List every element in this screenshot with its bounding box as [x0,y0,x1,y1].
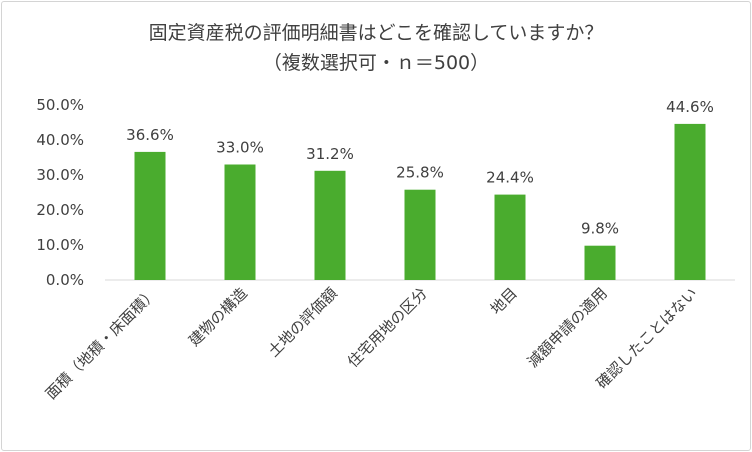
y-tick-label: 50.0% [36,96,84,114]
data-label: 9.8% [581,220,619,238]
data-label: 33.0% [216,139,264,157]
category-label: 地目 [487,284,521,318]
bar [134,151,166,280]
y-axis-ticks: 0.0% 10.0% 20.0% 30.0% 40.0% 50.0% [36,96,84,289]
bar [314,170,346,280]
category-label: 住宅用地の区分 [344,284,431,371]
data-label: 44.6% [666,98,714,116]
chart-subtitle: （複数選択可・ｎ＝500） [263,52,489,74]
data-label: 31.2% [306,145,354,163]
category-label: 建物の構造 [185,284,251,350]
bar [674,123,706,281]
category-label: 土地の評価額 [264,284,340,360]
y-tick-label: 10.0% [36,236,84,254]
bar [224,164,256,280]
data-labels: 36.6% 33.0% 31.2% 25.8% 24.4% 9.8% 44.6% [126,98,714,238]
category-label: 減額申請の適用 [524,284,611,371]
data-label: 25.8% [396,164,444,182]
bar [584,245,616,280]
y-tick-label: 40.0% [36,131,84,149]
y-tick-label: 20.0% [36,201,84,219]
data-label: 36.6% [126,126,174,144]
chart-title: 固定資産税の評価明細書はどこを確認していますか？ [149,22,604,44]
category-label: 確認したことはない [593,284,701,392]
category-labels: 面積（地積・床面積） 建物の構造 土地の評価額 住宅用地の区分 地目 減額申請の適用確認し… [42,284,701,403]
bar [404,189,436,280]
category-label: 面積（地積・床面積） [42,284,161,403]
data-label: 24.4% [486,169,534,187]
bar [494,194,526,280]
bars [134,123,706,281]
y-tick-label: 0.0% [46,271,84,289]
y-tick-label: 30.0% [36,166,84,184]
